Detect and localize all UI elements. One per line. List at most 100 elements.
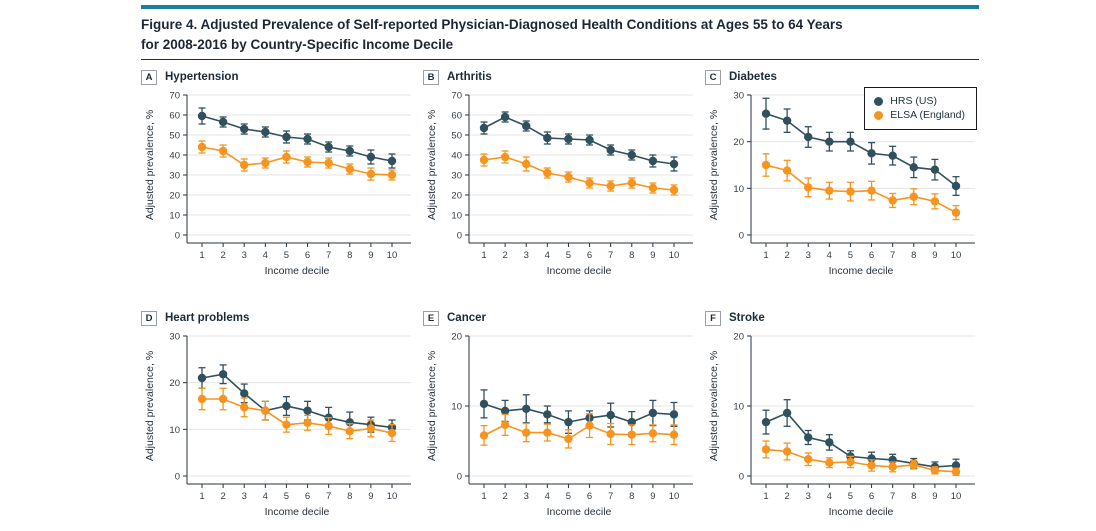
svg-text:3: 3 bbox=[242, 250, 247, 261]
panel-header: B Arthritis bbox=[423, 69, 696, 85]
svg-text:2: 2 bbox=[220, 250, 225, 261]
panel-header: D Heart problems bbox=[141, 310, 414, 326]
svg-text:6: 6 bbox=[305, 250, 310, 261]
panels-grid: A Hypertension 0 10 20 30 40 50 60 70 1 2 3 4 5 6 7 8 9 1… bbox=[141, 69, 979, 529]
figure-content: Figure 4. Adjusted Prevalence of Self-re… bbox=[141, 5, 979, 529]
svg-text:20: 20 bbox=[169, 378, 180, 389]
svg-text:3: 3 bbox=[806, 491, 811, 502]
svg-text:1: 1 bbox=[481, 250, 486, 261]
panel-title-stroke: Stroke bbox=[729, 312, 765, 325]
svg-text:20: 20 bbox=[451, 332, 462, 343]
panel-header: C Diabetes bbox=[705, 69, 978, 85]
svg-text:3: 3 bbox=[524, 250, 529, 261]
panel-title-hypertension: Hypertension bbox=[165, 71, 239, 84]
svg-text:50: 50 bbox=[169, 131, 180, 142]
panel-header: F Stroke bbox=[705, 310, 978, 326]
panel-arthritis: B Arthritis 0 10 20 30 40 50 60 70 1 2 3 4 5 6 7 8 9 10 In… bbox=[423, 69, 696, 288]
svg-text:8: 8 bbox=[629, 491, 634, 502]
svg-text:2: 2 bbox=[784, 250, 789, 261]
panel-diabetes: C Diabetes 0 10 20 30 1 2 3 4 5 6 7 8 9 10 Income deci… bbox=[705, 69, 978, 288]
svg-text:Adjusted prevalence, %: Adjusted prevalence, % bbox=[426, 351, 438, 461]
panel-hypertension: A Hypertension 0 10 20 30 40 50 60 70 1 2 3 4 5 6 7 8 9 1… bbox=[141, 69, 414, 288]
svg-text:1: 1 bbox=[199, 491, 204, 502]
svg-text:9: 9 bbox=[368, 250, 373, 261]
svg-text:0: 0 bbox=[175, 472, 180, 483]
figure-title: Figure 4. Adjusted Prevalence of Self-re… bbox=[141, 15, 979, 54]
svg-text:0: 0 bbox=[175, 231, 180, 242]
svg-text:2: 2 bbox=[784, 491, 789, 502]
svg-text:10: 10 bbox=[669, 250, 680, 261]
svg-text:2: 2 bbox=[220, 491, 225, 502]
svg-text:9: 9 bbox=[650, 491, 655, 502]
svg-text:20: 20 bbox=[451, 191, 462, 202]
svg-text:5: 5 bbox=[566, 250, 571, 261]
panel-header: A Hypertension bbox=[141, 69, 414, 85]
svg-text:Adjusted prevalence, %: Adjusted prevalence, % bbox=[708, 351, 720, 461]
svg-text:60: 60 bbox=[169, 111, 180, 122]
svg-text:Income decile: Income decile bbox=[265, 506, 330, 518]
svg-text:1: 1 bbox=[481, 491, 486, 502]
svg-text:7: 7 bbox=[890, 491, 895, 502]
chart-heart-problems: 0 10 20 30 1 2 3 4 5 6 7 8 9 10 Income decile Adjusted … bbox=[141, 328, 414, 529]
svg-text:10: 10 bbox=[951, 250, 962, 261]
svg-text:20: 20 bbox=[169, 191, 180, 202]
chart-stroke: 0 10 20 1 2 3 4 5 6 7 8 9 10 Income decile Adjusted pr… bbox=[705, 328, 978, 529]
svg-text:6: 6 bbox=[587, 491, 592, 502]
svg-text:6: 6 bbox=[869, 491, 874, 502]
svg-text:1: 1 bbox=[763, 491, 768, 502]
svg-text:4: 4 bbox=[263, 250, 268, 261]
svg-text:1: 1 bbox=[199, 250, 204, 261]
svg-text:10: 10 bbox=[387, 250, 398, 261]
svg-text:10: 10 bbox=[169, 425, 180, 436]
svg-text:Adjusted prevalence, %: Adjusted prevalence, % bbox=[144, 351, 156, 461]
svg-text:5: 5 bbox=[848, 250, 853, 261]
panel-letter-f: F bbox=[705, 310, 721, 326]
panel-header: E Cancer bbox=[423, 310, 696, 326]
panel-heart-problems: D Heart problems 0 10 20 30 1 2 3 4 5 6 7 8 9 10 Incom… bbox=[141, 310, 414, 529]
svg-text:10: 10 bbox=[733, 402, 744, 413]
svg-text:0: 0 bbox=[457, 472, 462, 483]
svg-text:10: 10 bbox=[669, 491, 680, 502]
svg-text:Income decile: Income decile bbox=[829, 506, 894, 518]
svg-text:Adjusted prevalence, %: Adjusted prevalence, % bbox=[426, 110, 438, 220]
svg-text:5: 5 bbox=[284, 491, 289, 502]
svg-text:50: 50 bbox=[451, 131, 462, 142]
svg-text:4: 4 bbox=[545, 250, 550, 261]
svg-text:40: 40 bbox=[451, 151, 462, 162]
svg-text:5: 5 bbox=[284, 250, 289, 261]
svg-text:30: 30 bbox=[169, 171, 180, 182]
svg-text:4: 4 bbox=[545, 491, 550, 502]
svg-text:2: 2 bbox=[502, 250, 507, 261]
svg-text:Income decile: Income decile bbox=[829, 265, 894, 277]
panel-letter-d: D bbox=[141, 310, 157, 326]
chart-diabetes: 0 10 20 30 1 2 3 4 5 6 7 8 9 10 Income decile Adjusted … bbox=[705, 87, 978, 288]
legend-item-hrs: HRS (US) bbox=[874, 95, 965, 107]
svg-text:60: 60 bbox=[451, 111, 462, 122]
svg-text:70: 70 bbox=[169, 91, 180, 102]
svg-text:7: 7 bbox=[326, 491, 331, 502]
legend-item-elsa: ELSA (England) bbox=[874, 109, 965, 121]
svg-text:7: 7 bbox=[326, 250, 331, 261]
chart-hypertension: 0 10 20 30 40 50 60 70 1 2 3 4 5 6 7 8 9 10 Income decile A… bbox=[141, 87, 414, 288]
svg-text:0: 0 bbox=[457, 231, 462, 242]
legend: HRS (US) ELSA (England) bbox=[864, 87, 977, 131]
svg-text:2: 2 bbox=[502, 491, 507, 502]
figure-title-line2: for 2008-2016 by Country-Specific Income… bbox=[141, 36, 454, 52]
panel-title-arthritis: Arthritis bbox=[447, 71, 492, 84]
panel-letter-e: E bbox=[423, 310, 439, 326]
svg-text:6: 6 bbox=[869, 250, 874, 261]
svg-text:1: 1 bbox=[763, 250, 768, 261]
svg-text:20: 20 bbox=[733, 137, 744, 148]
svg-text:Income decile: Income decile bbox=[547, 506, 612, 518]
svg-text:5: 5 bbox=[566, 491, 571, 502]
svg-text:Income decile: Income decile bbox=[265, 265, 330, 277]
svg-text:Adjusted prevalence, %: Adjusted prevalence, % bbox=[708, 110, 720, 220]
svg-text:9: 9 bbox=[932, 491, 937, 502]
legend-label-elsa: ELSA (England) bbox=[890, 109, 965, 122]
svg-text:9: 9 bbox=[368, 491, 373, 502]
panel-cancer: E Cancer 0 10 20 1 2 3 4 5 6 7 8 9 10 Income decile Ad… bbox=[423, 310, 696, 529]
panel-title-cancer: Cancer bbox=[447, 312, 486, 325]
svg-text:8: 8 bbox=[347, 491, 352, 502]
hrs-series-dot-icon bbox=[874, 96, 884, 106]
svg-text:Income decile: Income decile bbox=[547, 265, 612, 277]
